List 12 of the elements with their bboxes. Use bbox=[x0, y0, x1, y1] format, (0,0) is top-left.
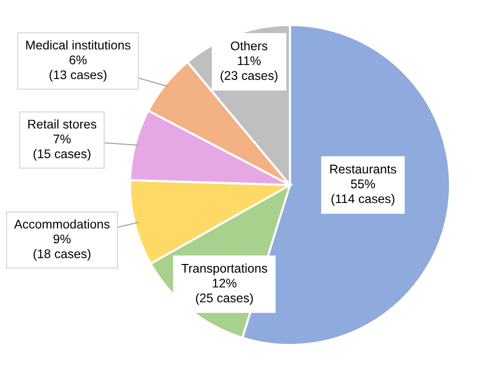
data-label: 7% (15 cases) bbox=[34, 134, 90, 161]
slice-label: Others bbox=[230, 41, 268, 50]
data-label: 6% (13 cases) bbox=[50, 56, 106, 82]
data-label: 55% (114 cases) bbox=[332, 180, 394, 206]
data-label: 12% (25 cases) bbox=[196, 278, 253, 305]
data-label: 11% (23 cases) bbox=[220, 56, 278, 82]
data-label: 9% (18 cases) bbox=[34, 234, 90, 261]
slice-label: Restaurants bbox=[330, 164, 396, 174]
slice-label: Transportations bbox=[181, 264, 268, 276]
slice-label: Medical institutions bbox=[26, 40, 130, 50]
slice-label: Accommodations bbox=[14, 219, 110, 229]
slice-label: Retail stores bbox=[28, 119, 96, 129]
